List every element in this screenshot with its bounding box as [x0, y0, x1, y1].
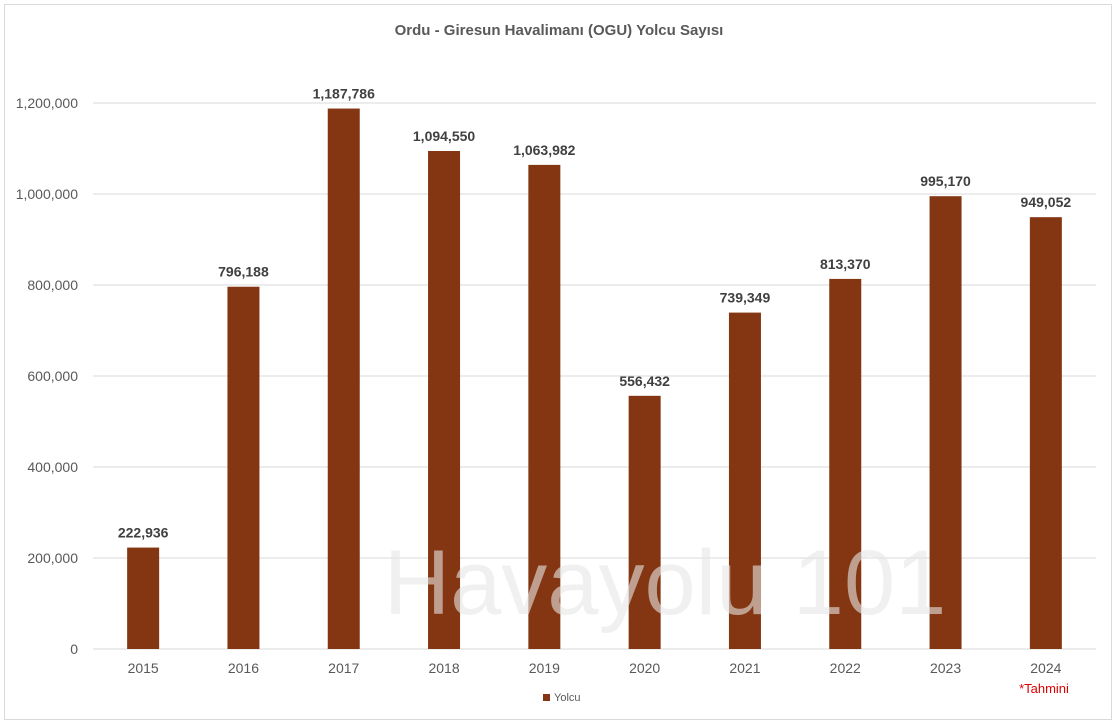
x-tick-label-2020: 2020 [629, 660, 660, 676]
x-tick-label-2019: 2019 [529, 660, 560, 676]
y-tick-label: 400,000 [27, 459, 78, 475]
x-tick-label-2015: 2015 [128, 660, 159, 676]
y-tick-label: 200,000 [27, 550, 78, 566]
data-label-2019: 1,063,982 [513, 142, 575, 158]
y-tick-label: 800,000 [27, 277, 78, 293]
estimate-note: *Tahmini [1019, 681, 1069, 696]
bar-2024 [1029, 217, 1062, 649]
bar-2020 [628, 395, 661, 649]
bar-2019 [528, 164, 561, 649]
data-label-2020: 556,432 [619, 373, 670, 389]
chart-title: Ordu - Giresun Havalimanı (OGU) Yolcu Sa… [395, 22, 724, 39]
data-label-2023: 995,170 [920, 173, 971, 189]
bar-2018 [428, 150, 461, 650]
bar-2016 [227, 286, 260, 649]
x-tick-label-2022: 2022 [830, 660, 861, 676]
x-axis-tick-labels: 2015 2016 2017 2018 2019 2020 2021 2022 2023 2024 [128, 660, 1062, 676]
data-label-2016: 796,188 [218, 264, 269, 280]
legend: Yolcu [543, 692, 581, 704]
legend-label-yolcu: Yolcu [554, 692, 581, 704]
y-tick-label: 1,200,000 [16, 95, 78, 111]
y-axis-tick-labels: 0 200,000 400,000 600,000 800,000 1,000,000 1,… [16, 95, 79, 657]
x-tick-label-2021: 2021 [729, 660, 760, 676]
watermark: Havayolu 101 [384, 532, 947, 634]
gridlines [93, 102, 1096, 650]
bars [127, 108, 1062, 650]
bar-2021 [728, 312, 761, 649]
data-label-2018: 1,094,550 [413, 128, 475, 144]
bar-2015 [127, 547, 160, 649]
x-tick-label-2018: 2018 [428, 660, 459, 676]
data-labels: 222,936 796,188 1,187,786 1,094,550 1,063,98… [118, 86, 1072, 541]
data-label-2017: 1,187,786 [313, 86, 375, 102]
x-tick-label-2016: 2016 [228, 660, 259, 676]
data-label-2015: 222,936 [118, 525, 169, 541]
legend-swatch [543, 694, 550, 701]
bar-2017 [327, 108, 360, 649]
data-label-2024: 949,052 [1021, 194, 1072, 210]
bar-2023 [929, 196, 962, 650]
x-tick-label-2017: 2017 [328, 660, 359, 676]
x-tick-label-2023: 2023 [930, 660, 961, 676]
y-tick-label: 0 [70, 641, 78, 657]
bar-2022 [829, 278, 862, 649]
data-label-2021: 739,349 [720, 290, 771, 306]
x-tick-label-2024: 2024 [1030, 660, 1061, 676]
y-tick-label: 600,000 [27, 368, 78, 384]
data-label-2022: 813,370 [820, 256, 871, 272]
y-tick-label: 1,000,000 [16, 186, 78, 202]
